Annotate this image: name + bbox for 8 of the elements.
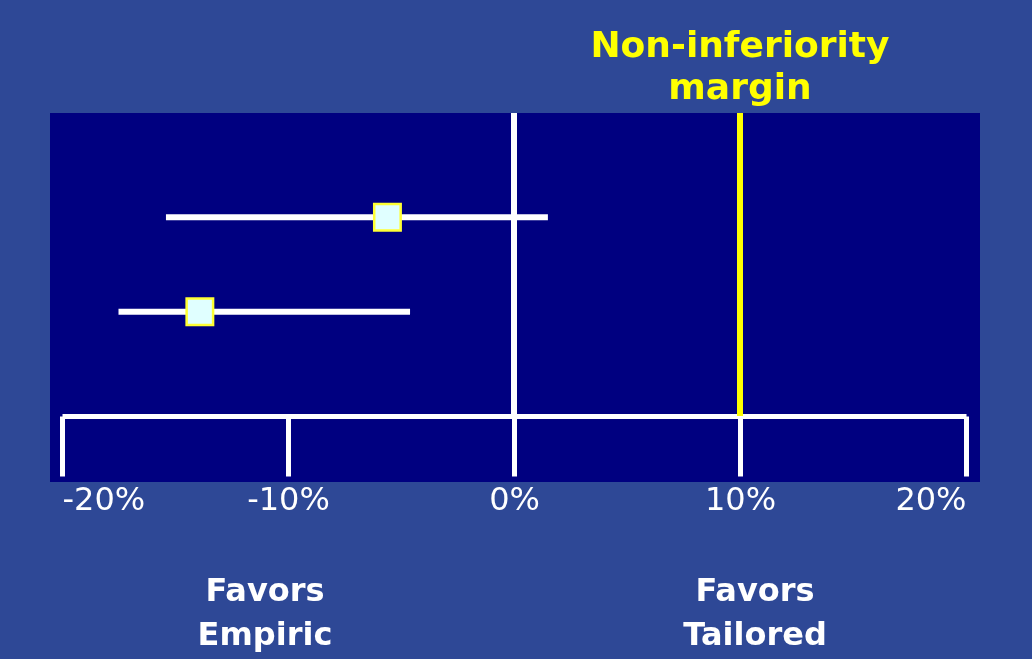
ref-line-label: Non-inferiority margin bbox=[590, 24, 890, 107]
x-tick-label: -10% bbox=[247, 479, 330, 518]
text: Favors Tailored bbox=[682, 570, 828, 655]
x-tick-label: 20% bbox=[895, 479, 967, 518]
x-tick-label: -20% bbox=[62, 479, 146, 518]
text: Favors Empiric bbox=[196, 570, 334, 655]
x-tick-label: 0% bbox=[489, 479, 540, 518]
x-tick-label: 10% bbox=[704, 479, 777, 518]
